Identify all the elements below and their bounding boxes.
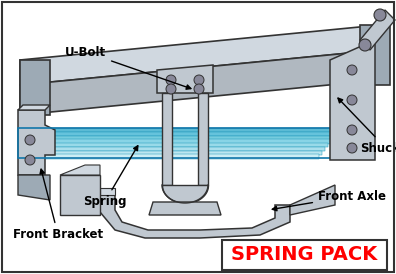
Text: Shuckle: Shuckle — [338, 98, 396, 155]
Polygon shape — [27, 150, 322, 155]
Polygon shape — [149, 202, 221, 215]
Polygon shape — [360, 10, 395, 50]
Polygon shape — [24, 143, 328, 147]
Circle shape — [194, 75, 204, 85]
Text: Front Bracket: Front Bracket — [13, 169, 103, 241]
Polygon shape — [162, 93, 172, 185]
Polygon shape — [25, 147, 325, 151]
Circle shape — [374, 9, 386, 21]
Polygon shape — [330, 40, 375, 160]
Polygon shape — [100, 188, 115, 195]
Polygon shape — [60, 175, 100, 215]
Polygon shape — [29, 154, 319, 158]
Circle shape — [166, 75, 176, 85]
Polygon shape — [18, 128, 340, 132]
Polygon shape — [20, 50, 380, 115]
Circle shape — [25, 155, 35, 165]
Polygon shape — [360, 25, 390, 85]
Circle shape — [194, 84, 204, 94]
Polygon shape — [23, 139, 331, 144]
Circle shape — [25, 135, 35, 145]
Text: Spring: Spring — [83, 146, 138, 208]
Text: U-Bolt: U-Bolt — [65, 45, 191, 89]
Polygon shape — [19, 132, 337, 136]
Polygon shape — [18, 110, 55, 175]
Polygon shape — [100, 195, 290, 238]
Polygon shape — [18, 105, 50, 110]
Polygon shape — [60, 165, 100, 175]
Polygon shape — [20, 25, 380, 85]
Polygon shape — [290, 185, 335, 215]
Circle shape — [347, 125, 357, 135]
Circle shape — [359, 39, 371, 51]
Polygon shape — [21, 136, 334, 140]
Polygon shape — [18, 175, 50, 200]
Polygon shape — [20, 60, 50, 115]
Text: Front Axle: Front Axle — [272, 190, 386, 211]
Circle shape — [347, 95, 357, 105]
Polygon shape — [157, 65, 213, 93]
Circle shape — [347, 65, 357, 75]
Bar — [222, 240, 387, 270]
Circle shape — [347, 143, 357, 153]
Text: SPRING PACK: SPRING PACK — [231, 246, 378, 264]
Circle shape — [166, 84, 176, 94]
Polygon shape — [198, 93, 208, 185]
